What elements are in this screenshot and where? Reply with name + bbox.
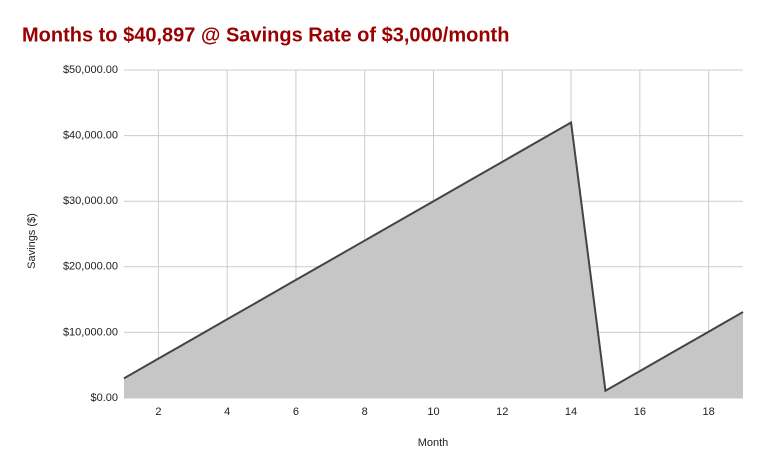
x-tick-label: 2 [155, 406, 161, 418]
x-axis-label: Month [418, 437, 449, 449]
y-tick-label: $50,000.00 [63, 64, 118, 76]
x-tick-label: 6 [293, 406, 299, 418]
x-tick-label: 8 [362, 406, 368, 418]
y-axis-label: Savings ($) [26, 213, 38, 269]
y-tick-label: $10,000.00 [63, 326, 118, 338]
chart-title: Months to $40,897 @ Savings Rate of $3,0… [22, 24, 509, 46]
y-tick-label: $20,000.00 [63, 261, 118, 273]
x-tick-label: 18 [702, 406, 714, 418]
y-tick-label: $40,000.00 [63, 130, 118, 142]
x-tick-label: 12 [496, 406, 508, 418]
x-tick-label: 4 [224, 406, 230, 418]
y-tick-label: $30,000.00 [63, 195, 118, 207]
x-tick-label: 10 [427, 406, 439, 418]
x-tick-label: 16 [634, 406, 646, 418]
area-line [123, 120, 744, 393]
area-fill [124, 122, 743, 398]
y-tick-label: $0.00 [90, 392, 118, 404]
x-tick-label: 14 [565, 406, 577, 418]
